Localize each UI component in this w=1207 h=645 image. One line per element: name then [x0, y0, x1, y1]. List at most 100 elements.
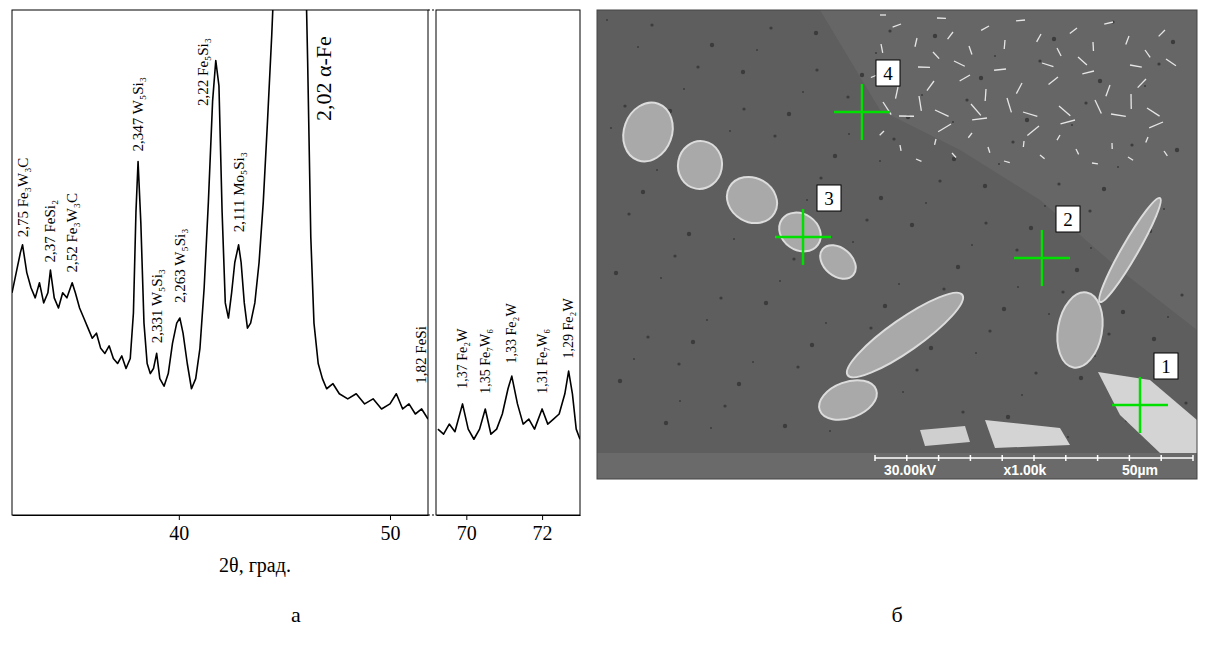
sem-pore [910, 223, 914, 227]
sem-needle [1126, 36, 1129, 44]
sem-needle [971, 104, 981, 115]
sem-pore [752, 361, 754, 363]
sem-needle [972, 118, 987, 120]
ruler-tick [1129, 455, 1131, 461]
peak-label: 2,02 α-Fe [311, 36, 336, 121]
sem-pore [906, 115, 910, 119]
peak-label: 2,22 Fe₅Si₃ [195, 38, 211, 106]
sem-pore [683, 88, 685, 90]
break-mark [428, 515, 436, 516]
sem-needle [1104, 22, 1113, 24]
sem-pore [921, 94, 923, 96]
sem-needle [1166, 59, 1176, 66]
ruler-tick [874, 455, 876, 461]
sem-needle [1049, 77, 1058, 84]
marker-label-box [876, 60, 900, 86]
sem-needle [1007, 98, 1011, 112]
sem-needle [1147, 108, 1160, 116]
sem-phase [1093, 194, 1167, 306]
sem-needle [1016, 19, 1025, 21]
marker-label-box [817, 185, 841, 211]
peak-label: 2,75 Fe₃W₃C [15, 158, 31, 238]
x-axis: 70 72 [437, 515, 581, 544]
sem-phase [772, 205, 829, 260]
sem-pore [852, 241, 854, 243]
ruler-tick [1192, 455, 1194, 461]
sem-needle [1111, 143, 1113, 149]
x-tick-mark [542, 515, 543, 520]
sem-pore [637, 46, 639, 48]
sem-pore [869, 326, 872, 329]
sem-needle [960, 75, 970, 81]
panel-label: а [291, 602, 301, 627]
sem-needle [985, 89, 987, 101]
ruler-tick [1097, 455, 1099, 461]
sem-pore [787, 112, 791, 116]
sem-pore [892, 137, 895, 140]
ruler-tick [1001, 455, 1003, 461]
sem-needle [1037, 34, 1041, 42]
sem-pore [1067, 436, 1069, 438]
sem-needle [948, 32, 953, 39]
sem-particle [1098, 372, 1197, 453]
sem-pore [687, 232, 691, 236]
x-tick-mark [179, 515, 180, 520]
sem-needle [916, 159, 921, 161]
xrd-segment: 70721,37 Fe₂W1,35 Fe₇W₆1,33 Fe₂W1,31 Fe₇… [436, 10, 581, 544]
x-tick: 72 [533, 515, 553, 544]
sem-pore [729, 130, 731, 132]
sem-needle [899, 115, 914, 117]
marker-label-box [1154, 353, 1178, 379]
sem-pore [933, 34, 937, 38]
sem-pore [1052, 37, 1056, 41]
ruler-tick [906, 455, 908, 461]
x-tick-label: 50 [380, 522, 400, 544]
x-tick-label: 72 [533, 522, 553, 544]
peak-label: 1,35 Fe₇W₆ [478, 329, 493, 394]
x-tick: 50 [380, 515, 400, 544]
sem-needle [880, 14, 886, 15]
x-axis-line [13, 515, 429, 516]
sem-pore [673, 254, 676, 257]
figure: 40502,75 Fe₃W₃C2,37 FeSi₂2,52 Fe₃W₃C2,34… [0, 0, 1207, 645]
sem-needle [1092, 42, 1094, 51]
sem-needle [952, 153, 956, 157]
sem-pore [888, 29, 891, 32]
x-tick-mark [390, 515, 391, 520]
sem-pore [860, 73, 864, 77]
marker-label: 2 [1063, 209, 1073, 230]
sem-pore [696, 65, 699, 68]
sem-needle [1061, 120, 1075, 124]
sem-background [597, 10, 1197, 453]
sem-needle [927, 81, 934, 91]
marker-cross [1041, 230, 1044, 286]
x-axis-line [437, 515, 581, 516]
x-tick-label: 40 [169, 522, 189, 544]
sem-needle [1138, 79, 1146, 88]
sem-pore [942, 287, 945, 290]
sem-info-text: 30.00kV [884, 462, 937, 478]
sem-pore [764, 301, 768, 305]
sem-needle [938, 124, 951, 132]
sem-needle [1070, 28, 1077, 33]
sem-pore [650, 23, 653, 26]
sem-pore [971, 244, 973, 246]
sem-phase [838, 282, 971, 389]
sem-pore [646, 335, 649, 338]
sem-pore [825, 322, 827, 324]
sem-needle [1016, 83, 1022, 94]
sem-pore [898, 283, 900, 285]
peak-label: 2,347 W₅Si₃ [130, 77, 146, 151]
peak-label: 2,52 Fe₃W₃C [64, 193, 80, 273]
sem-pore [796, 365, 799, 368]
x-tick: 70 [457, 515, 477, 544]
sem-needle [954, 61, 965, 66]
sem-info-text: 50µm [1122, 462, 1158, 478]
ruler-tick [938, 455, 940, 461]
sem-needle [968, 133, 972, 138]
sem-image [597, 10, 1197, 453]
peak-label: 1,37 Fe₂W [455, 328, 470, 389]
peak-label: 2,263 W₅Si₃ [172, 229, 188, 303]
sem-pore [810, 343, 814, 347]
sem-pore [956, 265, 960, 269]
